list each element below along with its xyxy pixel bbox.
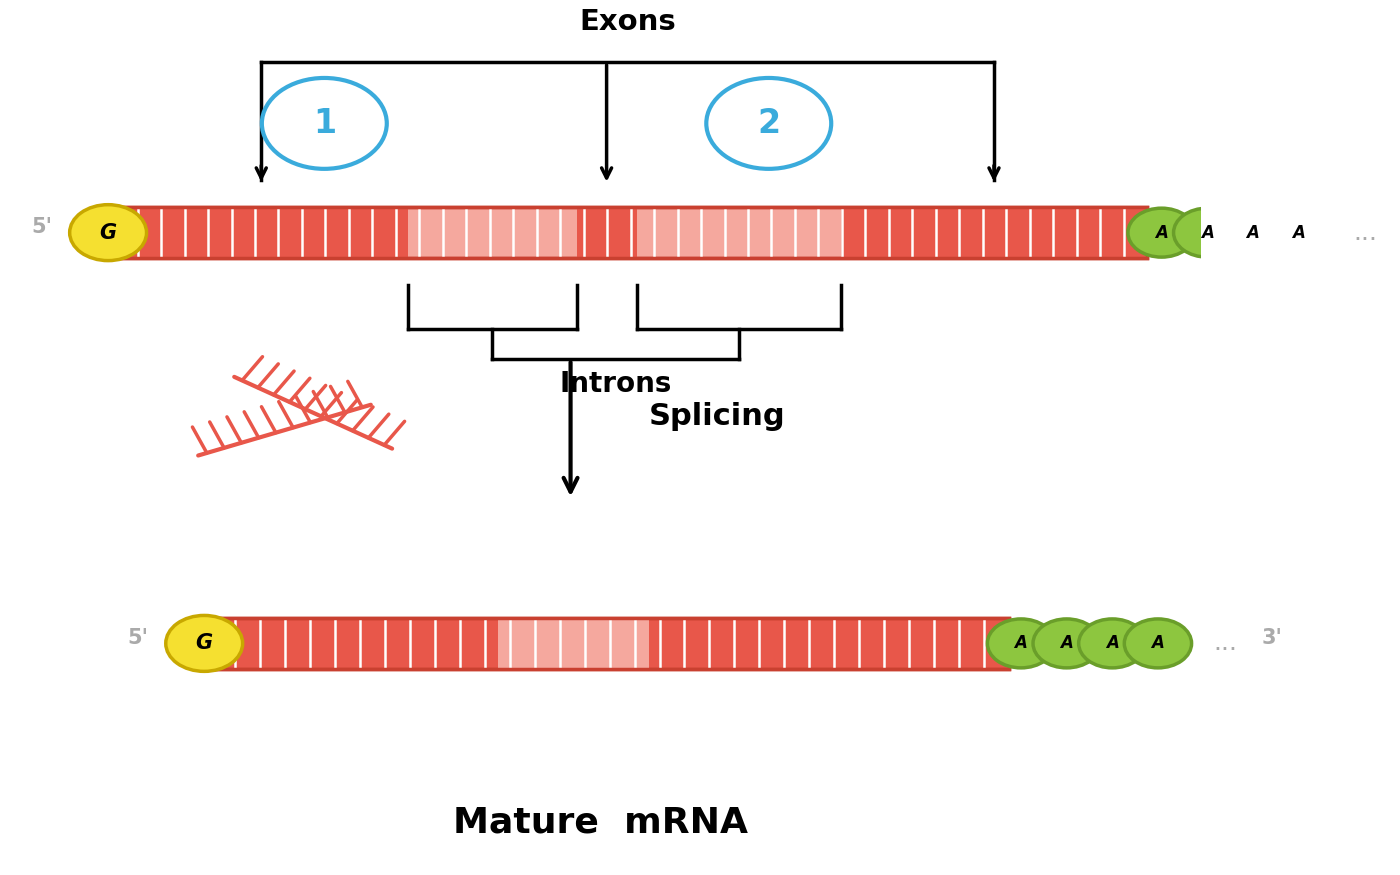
Bar xyxy=(115,207,1147,258)
Bar xyxy=(498,618,648,668)
Bar xyxy=(210,618,1009,668)
Text: 5': 5' xyxy=(32,217,53,237)
Circle shape xyxy=(1173,208,1240,257)
Circle shape xyxy=(262,78,386,169)
Text: A: A xyxy=(1152,634,1165,653)
Text: Introns: Introns xyxy=(560,370,672,398)
Text: Mature  mRNA: Mature mRNA xyxy=(454,806,748,840)
Bar xyxy=(577,207,637,258)
Text: A: A xyxy=(1155,224,1168,242)
Text: A: A xyxy=(1201,224,1214,242)
Text: A: A xyxy=(1292,224,1305,242)
Bar xyxy=(115,207,1147,258)
Bar xyxy=(115,207,409,258)
Circle shape xyxy=(987,619,1054,668)
Text: G: G xyxy=(196,634,213,654)
Bar xyxy=(210,618,1009,668)
Circle shape xyxy=(706,78,832,169)
Circle shape xyxy=(165,615,242,671)
Text: 5': 5' xyxy=(127,628,148,648)
Circle shape xyxy=(1033,619,1100,668)
Text: ...: ... xyxy=(1354,220,1378,245)
Text: A: A xyxy=(1060,634,1072,653)
Text: G: G xyxy=(99,222,116,242)
Text: 3': 3' xyxy=(1399,217,1400,237)
Text: 2: 2 xyxy=(757,107,780,140)
Circle shape xyxy=(1219,208,1287,257)
Text: Exons: Exons xyxy=(580,8,676,36)
Bar xyxy=(841,207,1147,258)
Text: 1: 1 xyxy=(312,107,336,140)
Circle shape xyxy=(70,205,147,261)
Circle shape xyxy=(1124,619,1191,668)
Text: A: A xyxy=(1246,224,1259,242)
Circle shape xyxy=(1078,619,1147,668)
Text: A: A xyxy=(1015,634,1028,653)
Text: A: A xyxy=(1106,634,1119,653)
Text: ...: ... xyxy=(1214,632,1238,655)
Circle shape xyxy=(1264,208,1333,257)
Text: 3': 3' xyxy=(1261,628,1282,648)
Circle shape xyxy=(1128,208,1196,257)
Text: Splicing: Splicing xyxy=(648,402,785,430)
